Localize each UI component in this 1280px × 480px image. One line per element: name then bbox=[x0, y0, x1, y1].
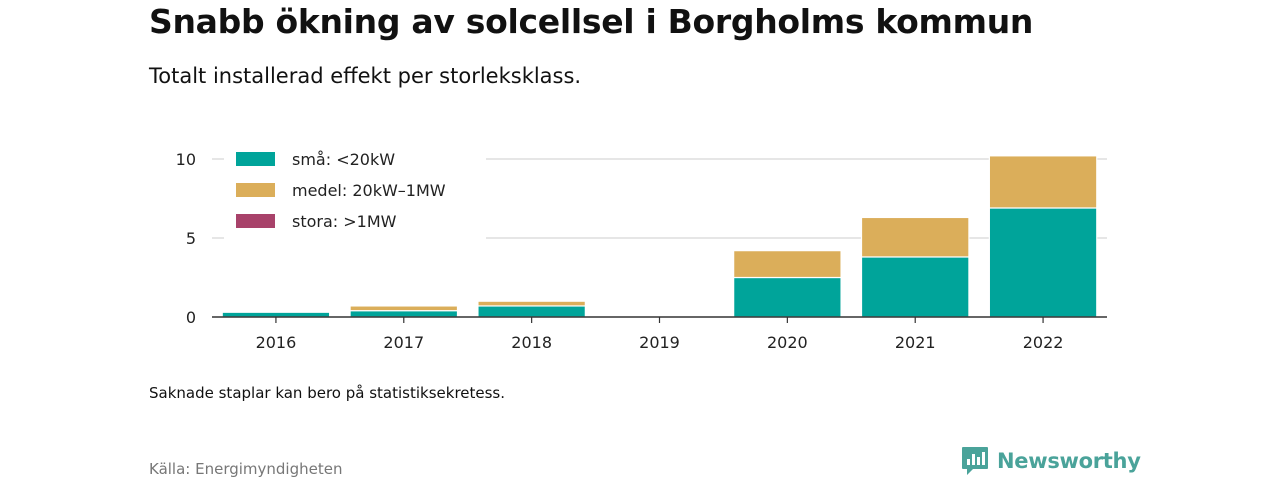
bar-segment bbox=[860, 216, 970, 258]
legend-label: stora: >1MW bbox=[292, 212, 397, 231]
bar-segment bbox=[860, 256, 970, 318]
brand-name: Newsworthy bbox=[997, 449, 1141, 473]
bars bbox=[221, 155, 1098, 318]
source-text: Källa: Energimyndigheten bbox=[149, 460, 343, 478]
bar-segment bbox=[349, 305, 459, 312]
x-tick-label: 2019 bbox=[639, 333, 680, 352]
bar-segment bbox=[733, 250, 842, 279]
legend-swatch bbox=[236, 183, 275, 197]
x-tick-label: 2017 bbox=[383, 333, 424, 352]
legend: små: <20kW medel: 20kW–1MW stora: >1MW bbox=[224, 143, 486, 239]
legend-swatch bbox=[236, 214, 275, 228]
y-tick-label: 10 bbox=[176, 150, 196, 169]
x-tick-label: 2022 bbox=[1023, 333, 1064, 352]
bar-segment bbox=[477, 305, 586, 318]
axes: 0 5 10 2016 2017 2018 2019 2020 2021 2022 bbox=[176, 150, 1107, 352]
chart-subtitle: Totalt installerad effekt per storlekskl… bbox=[149, 64, 582, 88]
bar-segment bbox=[733, 276, 842, 318]
stacked-bar-chart: 0 5 10 2016 2017 2018 2019 2020 2021 2022 små: <2… bbox=[175, 143, 1107, 352]
y-tick-label: 0 bbox=[186, 308, 196, 327]
newsworthy-logo: Newsworthy bbox=[961, 446, 1141, 476]
legend-swatch bbox=[236, 152, 275, 166]
x-tick-label: 2016 bbox=[256, 333, 297, 352]
x-tick-label: 2021 bbox=[895, 333, 936, 352]
chart-note: Saknade staplar kan bero på statistiksek… bbox=[149, 384, 506, 402]
bar-segment bbox=[477, 300, 586, 307]
chart-title: Snabb ökning av solcellsel i Borgholms k… bbox=[149, 2, 1034, 41]
legend-label: små: <20kW bbox=[292, 150, 395, 169]
newsworthy-chart-icon bbox=[962, 447, 988, 475]
x-tick-label: 2018 bbox=[511, 333, 552, 352]
y-tick-label: 5 bbox=[186, 229, 196, 248]
bar-segment bbox=[988, 155, 1098, 209]
x-tick-label: 2020 bbox=[767, 333, 808, 352]
legend-label: medel: 20kW–1MW bbox=[292, 181, 446, 200]
bar-segment bbox=[988, 207, 1098, 318]
bar-segment bbox=[349, 310, 459, 318]
